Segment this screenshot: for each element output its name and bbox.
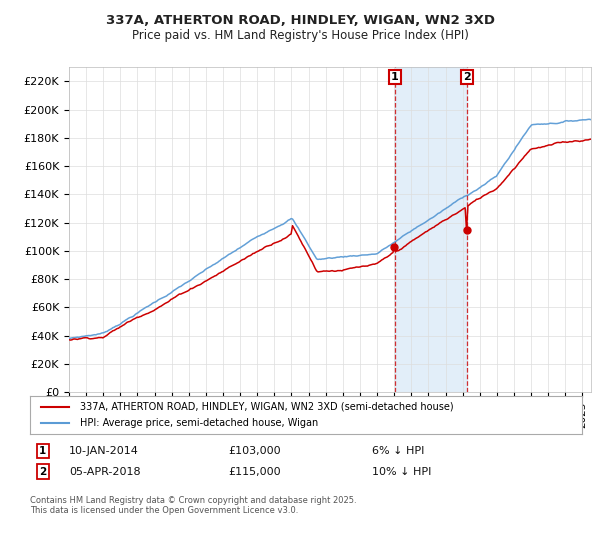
Text: £103,000: £103,000 — [228, 446, 281, 456]
Text: 2: 2 — [463, 72, 471, 82]
Text: HPI: Average price, semi-detached house, Wigan: HPI: Average price, semi-detached house,… — [80, 418, 318, 428]
Text: 2: 2 — [39, 466, 46, 477]
Text: 05-APR-2018: 05-APR-2018 — [69, 466, 140, 477]
Text: 1: 1 — [391, 72, 399, 82]
Text: 6% ↓ HPI: 6% ↓ HPI — [372, 446, 424, 456]
Text: 337A, ATHERTON ROAD, HINDLEY, WIGAN, WN2 3XD (semi-detached house): 337A, ATHERTON ROAD, HINDLEY, WIGAN, WN2… — [80, 402, 454, 412]
Text: Contains HM Land Registry data © Crown copyright and database right 2025.
This d: Contains HM Land Registry data © Crown c… — [30, 496, 356, 515]
Text: £115,000: £115,000 — [228, 466, 281, 477]
Text: Price paid vs. HM Land Registry's House Price Index (HPI): Price paid vs. HM Land Registry's House … — [131, 29, 469, 42]
Text: 337A, ATHERTON ROAD, HINDLEY, WIGAN, WN2 3XD: 337A, ATHERTON ROAD, HINDLEY, WIGAN, WN2… — [106, 14, 494, 27]
Text: 10-JAN-2014: 10-JAN-2014 — [69, 446, 139, 456]
Bar — [395, 67, 467, 392]
Text: 1: 1 — [39, 446, 46, 456]
Text: 10% ↓ HPI: 10% ↓ HPI — [372, 466, 431, 477]
